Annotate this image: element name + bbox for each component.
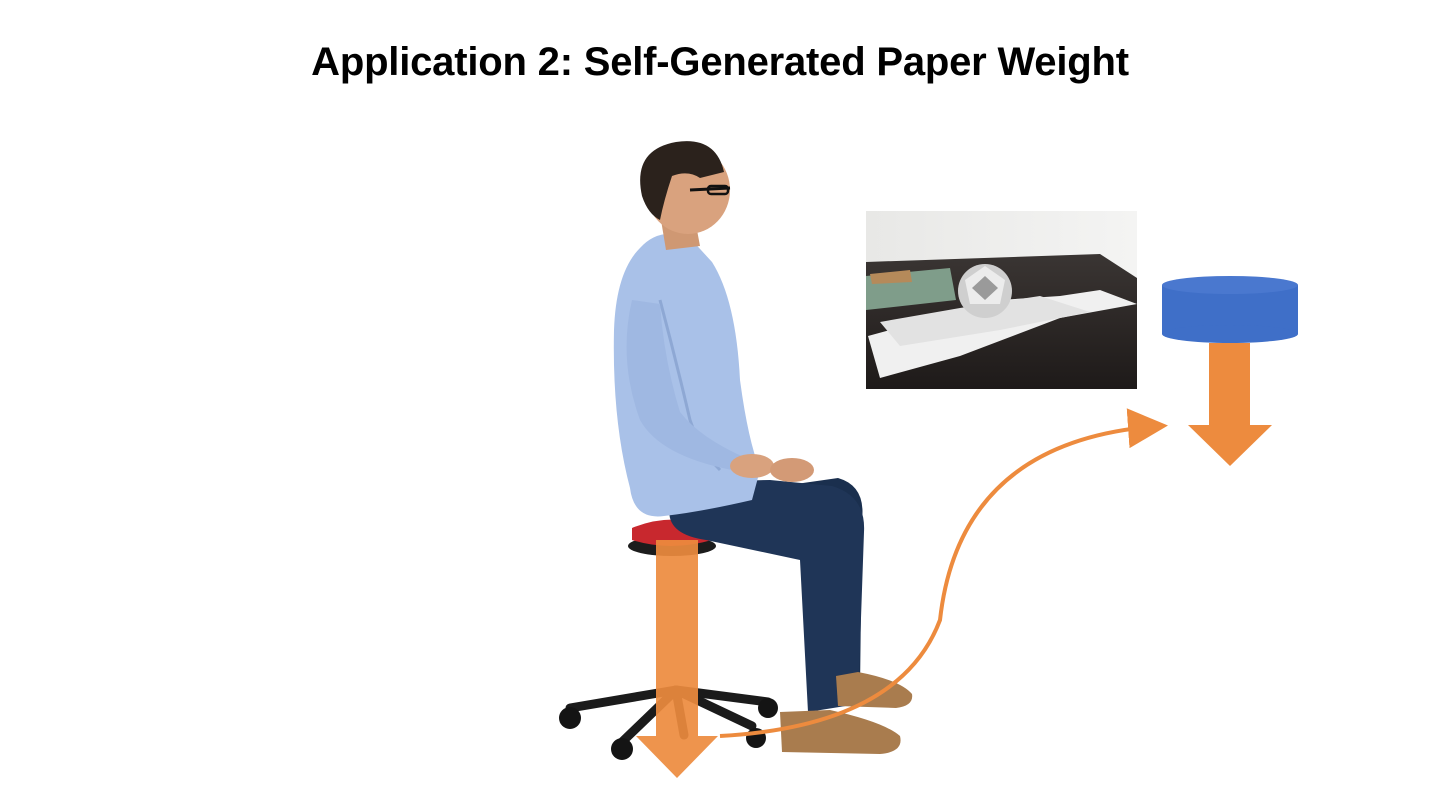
weight-top [1162, 276, 1298, 294]
weight-arrow-head [1188, 425, 1272, 466]
person-near-shoe [780, 710, 901, 754]
person-jeans [669, 480, 865, 712]
cylinder-weight [1162, 276, 1298, 343]
crystal-facet-dark [972, 276, 998, 300]
person-arm [626, 300, 746, 470]
person-hand-far [770, 458, 814, 482]
photo-white-papers-top [880, 296, 1090, 346]
glasses-lens [706, 184, 730, 196]
slide-title: Application 2: Self-Generated Paper Weig… [311, 40, 1129, 84]
person-far-shoe [836, 672, 913, 708]
weight-arrow-shaft [1209, 343, 1250, 425]
photo-colored-strip [870, 270, 912, 284]
chair-arrow-shaft [656, 540, 698, 736]
person-glasses [689, 186, 731, 192]
weight-bottom [1162, 325, 1298, 343]
person-hair [640, 141, 724, 220]
weight-force-arrow [1188, 343, 1272, 466]
chair-arrow-head [636, 736, 718, 778]
transfer-curved-arrow [719, 408, 1168, 738]
person-hand-near [730, 454, 774, 478]
chair-force-arrow [636, 540, 718, 778]
paperweight-photo [866, 211, 1137, 389]
